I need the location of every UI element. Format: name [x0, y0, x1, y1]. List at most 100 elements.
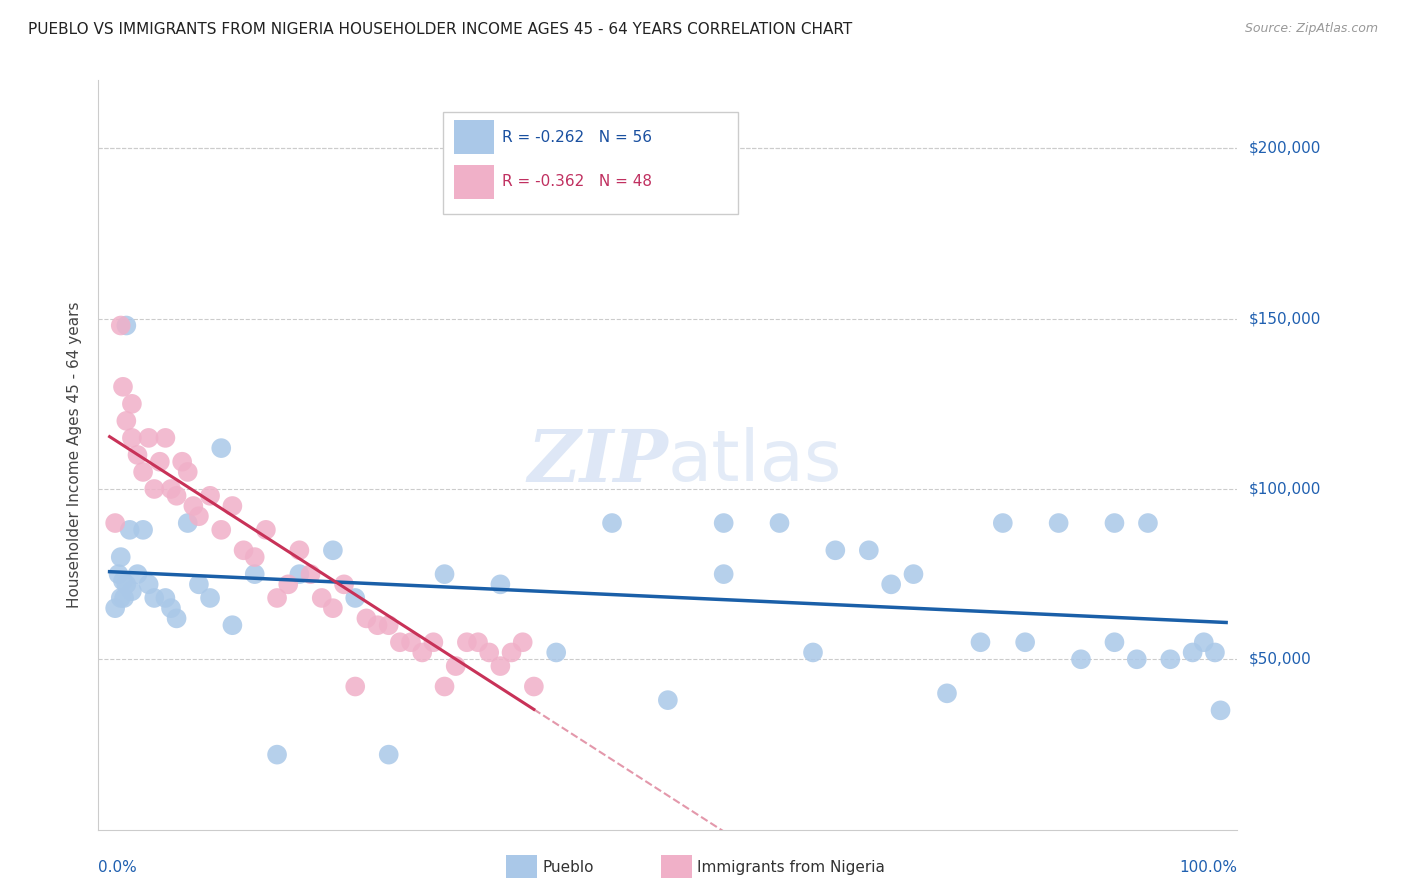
- Point: [1181, 645, 1204, 659]
- Point: [377, 618, 399, 632]
- Point: [277, 577, 299, 591]
- Point: [546, 645, 568, 659]
- Point: [104, 601, 127, 615]
- Point: [177, 516, 200, 530]
- Point: [172, 455, 194, 469]
- Point: [858, 543, 880, 558]
- Point: [160, 601, 183, 615]
- Point: [121, 397, 143, 411]
- Point: [356, 611, 378, 625]
- Point: [110, 318, 132, 333]
- Point: [444, 659, 467, 673]
- Point: [367, 618, 389, 632]
- Point: [1126, 652, 1149, 666]
- Point: [112, 591, 135, 605]
- Text: ZIP: ZIP: [527, 426, 668, 497]
- Point: [121, 431, 143, 445]
- Point: [991, 516, 1014, 530]
- Point: [198, 591, 221, 605]
- Point: [523, 680, 546, 694]
- Point: [160, 482, 183, 496]
- Point: [333, 577, 356, 591]
- Point: [433, 567, 456, 582]
- Point: [501, 645, 523, 659]
- Point: [422, 635, 444, 649]
- Point: [411, 645, 433, 659]
- Text: Source: ZipAtlas.com: Source: ZipAtlas.com: [1244, 22, 1378, 36]
- Point: [489, 577, 512, 591]
- Point: [221, 499, 243, 513]
- Point: [1047, 516, 1070, 530]
- Text: R = -0.262   N = 56: R = -0.262 N = 56: [502, 130, 652, 145]
- Point: [467, 635, 489, 649]
- Point: [232, 543, 254, 558]
- Point: [1209, 703, 1232, 717]
- Point: [107, 567, 129, 582]
- Point: [478, 645, 501, 659]
- Point: [143, 591, 166, 605]
- Point: [254, 523, 277, 537]
- Point: [322, 601, 344, 615]
- Point: [456, 635, 478, 649]
- Point: [243, 567, 266, 582]
- Point: [600, 516, 623, 530]
- Point: [110, 550, 132, 565]
- Point: [187, 577, 209, 591]
- Point: [512, 635, 534, 649]
- Text: $150,000: $150,000: [1249, 311, 1322, 326]
- Text: $100,000: $100,000: [1249, 482, 1322, 497]
- Point: [489, 659, 512, 673]
- Point: [132, 523, 155, 537]
- Text: R = -0.362   N = 48: R = -0.362 N = 48: [502, 175, 652, 189]
- Point: [1192, 635, 1215, 649]
- Point: [1070, 652, 1092, 666]
- Point: [111, 380, 134, 394]
- Point: [1104, 635, 1126, 649]
- Point: [299, 567, 322, 582]
- Point: [801, 645, 824, 659]
- Point: [110, 591, 132, 605]
- Point: [266, 591, 288, 605]
- Point: [824, 543, 846, 558]
- Point: [657, 693, 679, 707]
- Point: [187, 509, 209, 524]
- Point: [138, 577, 160, 591]
- Point: [903, 567, 925, 582]
- Point: [288, 567, 311, 582]
- Point: [322, 543, 344, 558]
- Point: [880, 577, 903, 591]
- Point: [713, 516, 735, 530]
- Text: Pueblo: Pueblo: [543, 860, 595, 874]
- Point: [311, 591, 333, 605]
- Point: [1204, 645, 1226, 659]
- Point: [969, 635, 991, 649]
- Text: PUEBLO VS IMMIGRANTS FROM NIGERIA HOUSEHOLDER INCOME AGES 45 - 64 YEARS CORRELAT: PUEBLO VS IMMIGRANTS FROM NIGERIA HOUSEH…: [28, 22, 852, 37]
- Point: [1159, 652, 1181, 666]
- Point: [1014, 635, 1036, 649]
- Text: 0.0%: 0.0%: [98, 860, 138, 874]
- Point: [143, 482, 166, 496]
- Point: [138, 431, 160, 445]
- Text: atlas: atlas: [668, 427, 842, 496]
- Text: 100.0%: 100.0%: [1180, 860, 1237, 874]
- Point: [209, 523, 232, 537]
- Point: [183, 499, 205, 513]
- Point: [344, 591, 367, 605]
- Y-axis label: Householder Income Ages 45 - 64 years: Householder Income Ages 45 - 64 years: [67, 301, 83, 608]
- Point: [155, 431, 177, 445]
- Point: [713, 567, 735, 582]
- Point: [377, 747, 399, 762]
- Point: [115, 318, 138, 333]
- Point: [399, 635, 422, 649]
- Point: [118, 523, 141, 537]
- Point: [127, 567, 149, 582]
- Point: [149, 455, 172, 469]
- Point: [221, 618, 243, 632]
- Point: [198, 489, 221, 503]
- Point: [127, 448, 149, 462]
- Point: [344, 680, 367, 694]
- Point: [155, 591, 177, 605]
- Point: [768, 516, 790, 530]
- Text: $50,000: $50,000: [1249, 652, 1312, 666]
- Point: [115, 414, 138, 428]
